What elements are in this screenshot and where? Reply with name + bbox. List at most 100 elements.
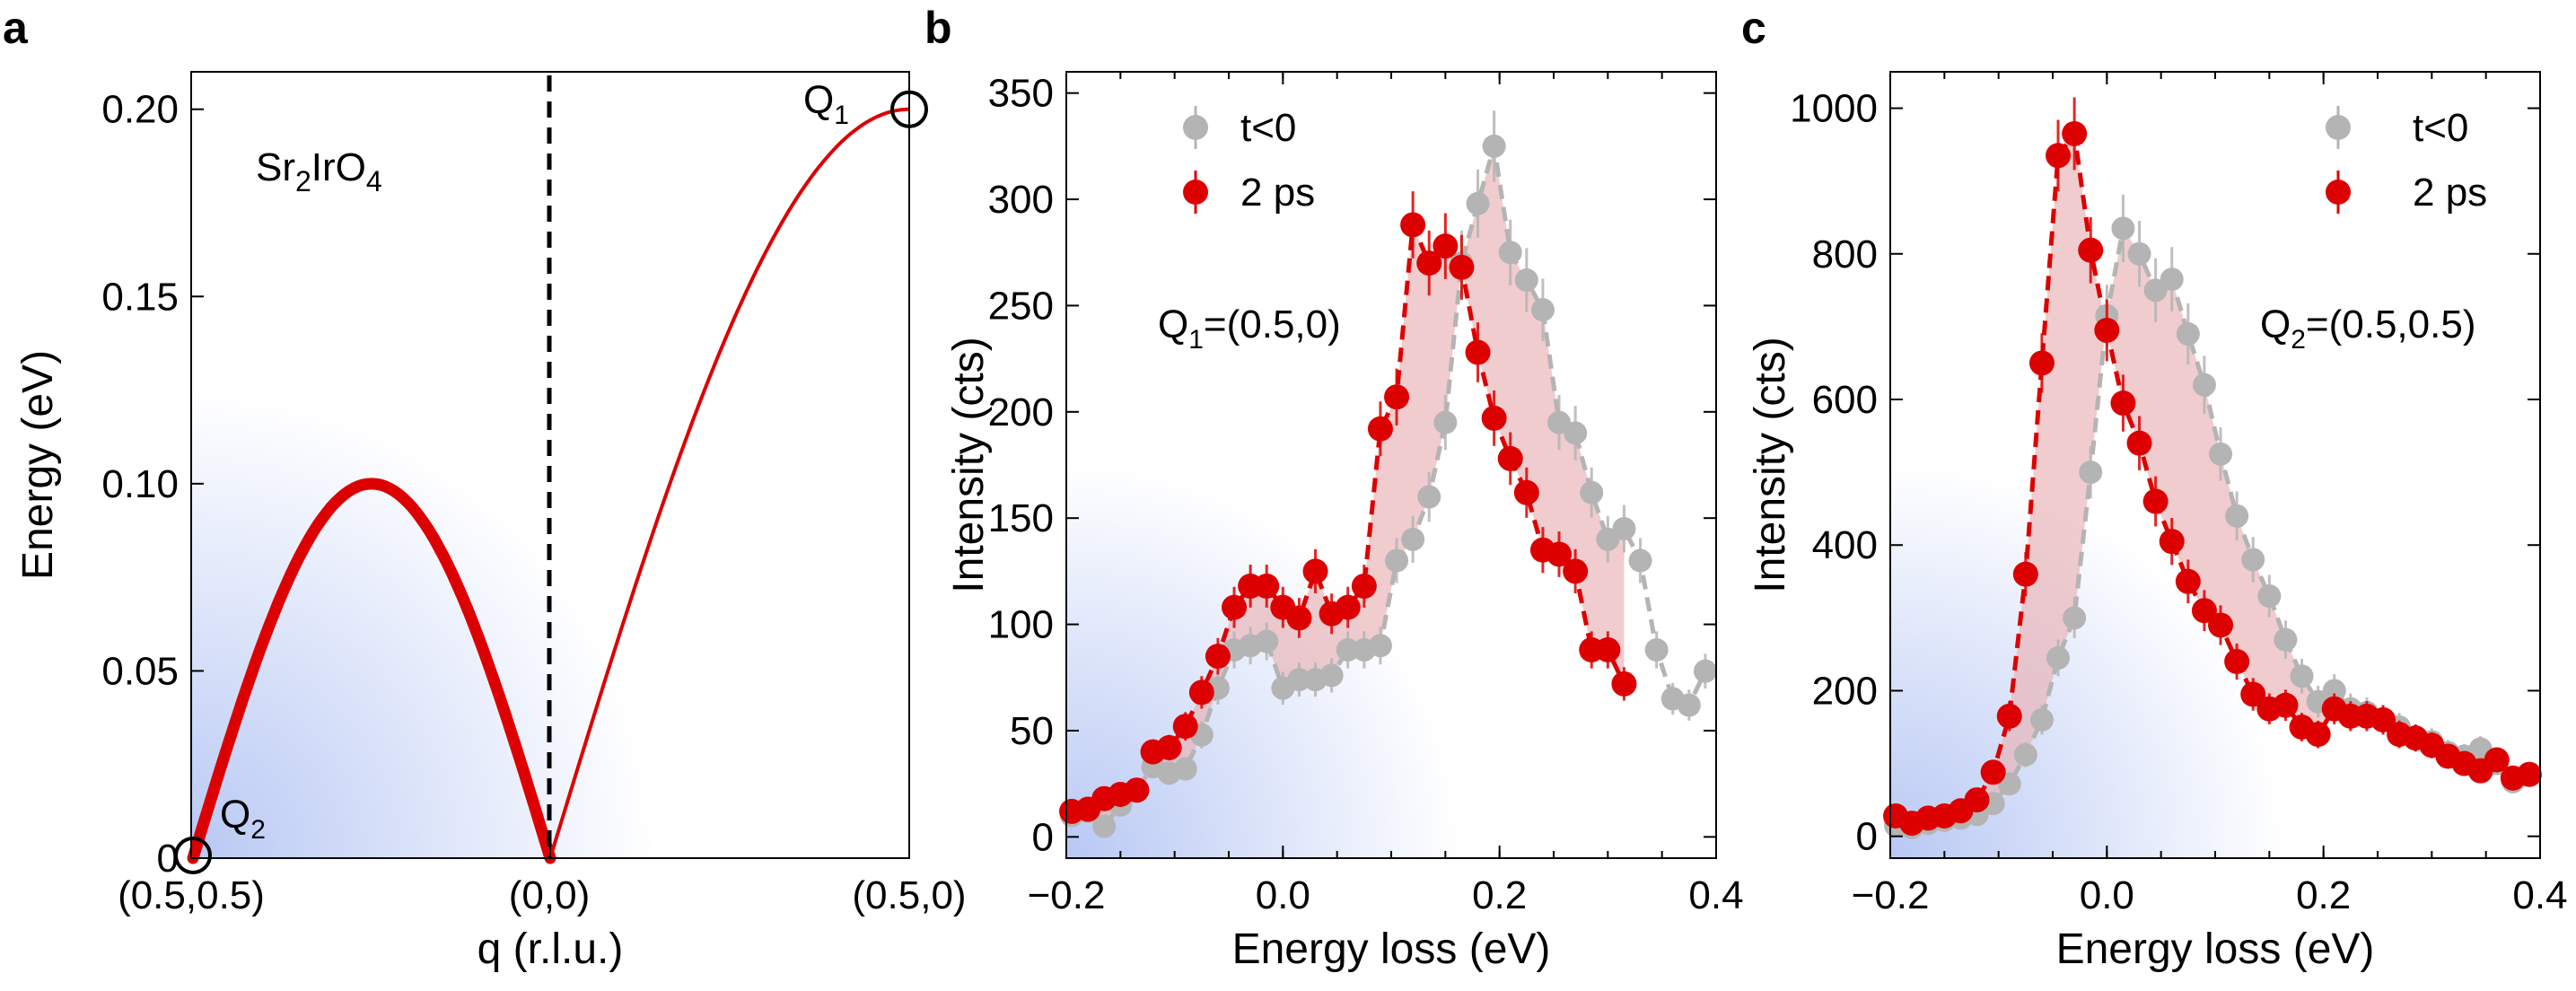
data-2ps-point [1188, 680, 1214, 706]
data-2ps-point [1172, 714, 1198, 740]
dispersion-curve-thick [187, 478, 556, 864]
data-t-lt-0-point [2274, 627, 2298, 652]
y-tick-label: 150 [988, 496, 1054, 540]
data-2ps-point [1205, 644, 1231, 670]
legend-label-2ps: 2 ps [1240, 171, 1315, 215]
panel-c-plot [1883, 97, 2542, 839]
data-t-lt-0-point [1514, 268, 1538, 293]
data-2ps-point [1465, 339, 1491, 365]
data-2ps-point [2208, 612, 2234, 638]
data-2ps-point [1563, 558, 1589, 584]
data-2ps-point [1611, 671, 1637, 697]
data-t-lt-0-point [2029, 707, 2054, 732]
y-tick-label: 0.10 [101, 462, 179, 506]
dispersion-curve-thin [548, 107, 910, 859]
y-tick-label: 0.05 [101, 649, 179, 693]
data-t-lt-0-point [2322, 679, 2346, 703]
data-2ps-point [1384, 384, 1410, 410]
data-2ps-point [1497, 445, 1523, 471]
data-2ps-point [2240, 681, 2266, 707]
panel-b-plot [1059, 110, 1717, 838]
data-t-lt-0-point [1644, 637, 1669, 662]
data-t-lt-0-point [1173, 757, 1197, 781]
data-2ps-point [2305, 722, 2331, 748]
y-tick-label: 300 [988, 178, 1054, 222]
data-2ps-point [1124, 777, 1150, 803]
q2-marker-circle [174, 837, 212, 874]
data-2ps-point [1416, 250, 1442, 276]
data-t-lt-0-point [1092, 814, 1117, 838]
data-2ps-point [2094, 317, 2120, 343]
y-tick-label: 1000 [1790, 87, 1878, 131]
x-tick-label: 0.4 [1688, 873, 1743, 917]
x-tick-label: −0.2 [1028, 873, 1106, 917]
q2-annotation: Q2=(0.5,0.5) [2260, 303, 2475, 355]
data-t-lt-0-point [2176, 322, 2200, 346]
panel-a-frame [190, 71, 910, 859]
data-t-lt-0-point [1368, 634, 1392, 658]
panel-a-dispersion: Sr2IrO4 Q1 Q2 (0.5,0.5) (0,0) (0.5,0) q … [14, 71, 967, 973]
y-axis-label: Intensity (cts) [1747, 337, 1794, 592]
panel-c-ticks [1889, 72, 2541, 858]
data-t-lt-0-point [1319, 663, 1344, 688]
data-t-lt-0-point [1255, 629, 1279, 653]
q2-label: Q2 [220, 793, 266, 845]
data-t-lt-0-point [2192, 373, 2216, 397]
data-t-lt-0-point [1482, 134, 1506, 158]
data-2ps-point [1254, 573, 1280, 599]
x-axis-label: Energy loss (eV) [1232, 925, 1551, 973]
y-tick-label: 0 [1856, 815, 1878, 859]
data-t-lt-0-point [2209, 442, 2233, 466]
data-t-lt-0-point [1677, 693, 1701, 717]
difference-band [1072, 145, 1625, 827]
data-2ps-point [2224, 649, 2250, 674]
data-2ps-point [1481, 405, 1507, 431]
data-2ps-point [2012, 561, 2038, 587]
panel-c-spectrum: t<0 2 ps Q2=(0.5,0.5) Energy loss (eV) I… [1747, 71, 2542, 973]
data-t-lt-0-point [1466, 191, 1490, 215]
data-2ps-point [2142, 488, 2169, 514]
data-2ps-point [2191, 598, 2217, 624]
data-2ps-point [2370, 706, 2396, 732]
data-t-lt-0-point [1612, 517, 1636, 541]
data-2ps-point [1964, 787, 1990, 813]
y-axis-label: Intensity (cts) [945, 337, 993, 592]
panel-b-spectrum: t<0 2 ps Q1=(0.5,0) Energy loss (eV) Int… [945, 71, 1717, 973]
data-t-lt-0-point [1693, 659, 1717, 683]
x-tick-label: 0.2 [1472, 873, 1527, 917]
y-tick-label: 0 [157, 837, 179, 881]
q1-annotation: Q1=(0.5,0) [1158, 303, 1341, 355]
data-2ps-point [2273, 692, 2299, 718]
y-tick-label: 200 [1812, 669, 1878, 713]
y-tick-label: 0.15 [101, 275, 179, 319]
data-2ps-point [1400, 212, 1426, 238]
data-t-lt-0-point [2241, 548, 2265, 572]
x-tick-label: 0.2 [2296, 873, 2351, 917]
data-t-lt-0-point [1417, 485, 1441, 509]
panel-label-c: c [1741, 3, 1766, 53]
legend-label-2ps: 2 ps [2413, 171, 2487, 215]
x-tick-label: (0.5,0) [852, 873, 966, 917]
y-tick-label: 100 [988, 603, 1054, 647]
data-t-lt-0-point [1564, 421, 1588, 445]
data-t-lt-0-point [1498, 241, 1522, 265]
data-2ps-point [1367, 416, 1393, 442]
data-2ps-point [2078, 237, 2104, 263]
data-2ps-point [1449, 254, 1475, 280]
data-t-lt-0-point [1580, 480, 1604, 504]
data-2ps-point [1433, 233, 1459, 259]
data-t-lt-0-point [2160, 267, 2184, 292]
data-2ps-point [2046, 143, 2072, 169]
data-2ps-point [2175, 568, 2201, 594]
x-tick-label: 0.0 [2080, 873, 2134, 917]
data-t-lt-0-point [2079, 460, 2103, 485]
y-tick-label: 200 [988, 390, 1054, 434]
x-tick-label: (0,0) [509, 873, 590, 917]
data-t-lt-0-point [2290, 664, 2314, 688]
y-axis-label: Energy (eV) [14, 350, 62, 580]
data-t-lt-0-point [1433, 410, 1458, 434]
panel-label-a: a [3, 3, 29, 53]
x-axis-label: Energy loss (eV) [2056, 925, 2375, 973]
y-tick-label: 350 [988, 72, 1054, 116]
